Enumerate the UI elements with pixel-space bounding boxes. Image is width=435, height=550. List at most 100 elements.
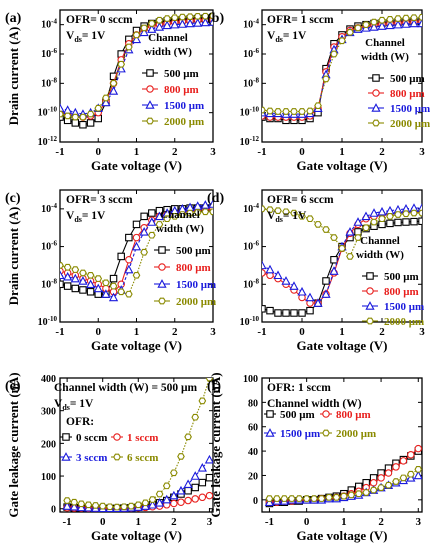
y-tick-label: 40	[248, 447, 258, 458]
data-point	[71, 266, 80, 273]
data-point	[386, 219, 394, 228]
legend-title: Channel	[360, 235, 400, 247]
vds-label: Vds= 1V	[66, 210, 106, 224]
data-point	[169, 490, 179, 500]
data-point	[60, 110, 64, 118]
data-point	[287, 495, 296, 502]
data-point	[314, 102, 322, 109]
data-point	[125, 43, 133, 51]
data-point	[94, 104, 103, 112]
data-point	[413, 470, 422, 480]
data-point	[205, 378, 213, 382]
data-point	[154, 22, 165, 31]
vds-label: Vds= 1V	[267, 30, 307, 44]
legend-entry: 800 μm	[164, 84, 199, 96]
data-point	[154, 211, 165, 221]
data-point	[369, 22, 379, 31]
data-point	[108, 86, 119, 95]
data-point	[84, 501, 93, 509]
legend-marker	[372, 119, 380, 127]
data-point	[117, 60, 126, 68]
data-point	[362, 21, 370, 28]
data-point	[378, 220, 386, 229]
data-point	[170, 469, 178, 477]
data-point	[369, 486, 378, 494]
data-point	[109, 282, 118, 290]
data-point	[290, 209, 298, 217]
data-point	[298, 309, 306, 317]
panel-label: (d)	[207, 191, 224, 206]
data-point	[78, 276, 88, 285]
data-point	[402, 218, 410, 226]
data-point	[273, 270, 283, 280]
data-point	[147, 20, 156, 27]
data-point	[170, 499, 178, 508]
annotation: OFR= 6 sccm	[267, 194, 334, 206]
data-point	[71, 119, 80, 127]
x-tick-label: 1	[134, 146, 140, 158]
data-point	[205, 473, 213, 482]
data-point	[132, 31, 141, 39]
data-point	[85, 279, 96, 289]
data-point	[393, 19, 403, 29]
data-point	[394, 15, 402, 22]
data-point	[184, 496, 192, 505]
data-point	[86, 288, 95, 296]
data-point	[109, 274, 118, 283]
data-point	[402, 210, 410, 218]
panel-label: (f)	[207, 379, 221, 394]
data-point	[76, 502, 86, 512]
y-tick-label: 10-12	[240, 135, 260, 148]
legend-marker	[322, 410, 330, 418]
data-point	[361, 211, 371, 221]
data-point	[377, 484, 385, 491]
data-point	[193, 13, 202, 20]
x-tick-label: 1	[134, 326, 140, 338]
data-point	[262, 106, 266, 114]
data-point	[148, 496, 157, 503]
data-point	[265, 264, 275, 274]
x-tick-label: 3	[210, 146, 216, 158]
data-point	[163, 215, 171, 223]
data-point	[338, 245, 346, 252]
y-tick-label: 10-4	[243, 18, 259, 31]
y-axis-label: Gate leakage current (nA)	[208, 372, 223, 517]
legend-entry: 500 μm	[390, 73, 425, 85]
y-tick-label: 10-10	[38, 106, 58, 119]
data-point	[385, 20, 395, 30]
x-axis-label: Gate voltage (V)	[297, 158, 388, 173]
data-point	[394, 218, 402, 227]
x-tick-label: 0	[299, 326, 305, 338]
x-tick-label: 2	[379, 146, 385, 158]
x-tick-label: 0	[304, 516, 310, 528]
data-point	[410, 14, 418, 21]
data-point	[346, 253, 354, 260]
legend-title: Channel	[365, 37, 405, 49]
legend-entry: 800 μm	[390, 88, 425, 100]
data-point	[147, 24, 157, 33]
data-point	[338, 37, 346, 45]
data-point	[317, 495, 326, 502]
data-point	[330, 234, 338, 241]
data-point	[69, 501, 79, 511]
data-point	[177, 498, 185, 506]
data-point	[394, 211, 402, 218]
legend-entry: 800 μm	[176, 262, 211, 274]
legend-marker	[265, 428, 275, 437]
annotation: OFR= 3 sccm	[66, 194, 133, 206]
y-axis-label: Drain current (A)	[6, 207, 21, 306]
legend-marker	[157, 279, 167, 288]
data-point	[63, 497, 71, 504]
vds-label: Vds= 1V	[267, 210, 307, 224]
data-point	[306, 306, 314, 315]
data-point	[162, 482, 171, 490]
data-point	[132, 233, 141, 242]
data-point	[170, 14, 179, 21]
annotation: OFR: 1 sccm	[267, 382, 331, 394]
legend-marker	[158, 263, 166, 271]
data-point	[289, 281, 299, 290]
data-point	[205, 491, 213, 500]
data-point	[127, 502, 135, 510]
data-point	[86, 119, 95, 127]
